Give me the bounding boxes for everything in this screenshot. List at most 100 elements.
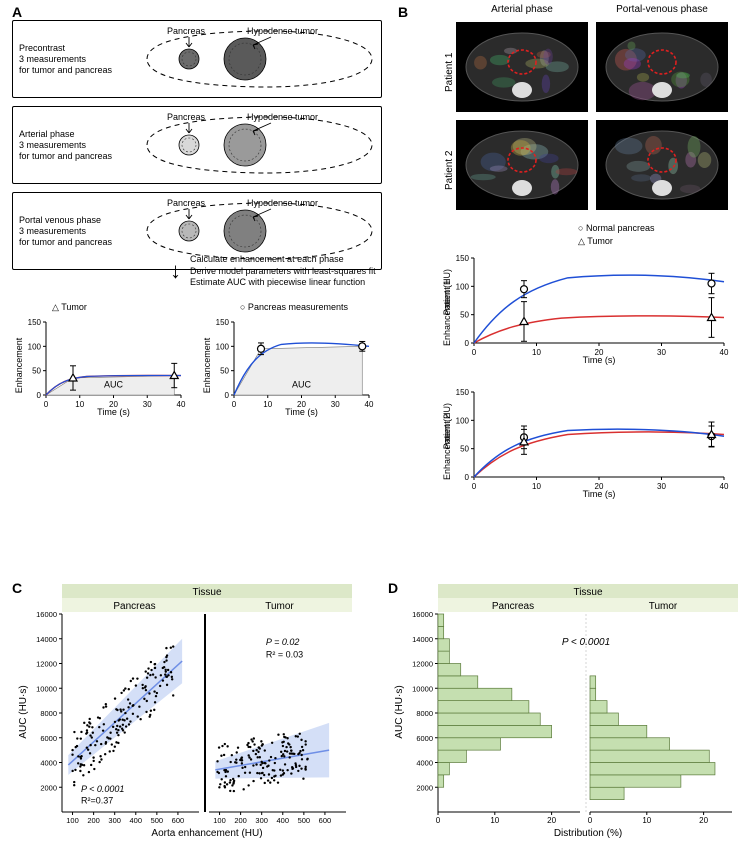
svg-text:150: 150 <box>216 318 230 327</box>
ct-image-p1-arterial <box>456 22 588 112</box>
svg-text:10: 10 <box>532 348 541 357</box>
svg-text:200: 200 <box>87 816 100 825</box>
svg-text:0: 0 <box>465 339 470 348</box>
svg-text:100: 100 <box>456 416 470 425</box>
svg-text:500: 500 <box>298 816 311 825</box>
calc-text: Calculate enhancement at each phase Deri… <box>190 254 376 289</box>
svg-text:0: 0 <box>472 482 477 491</box>
svg-text:Aorta enhancement (HU): Aorta enhancement (HU) <box>151 828 262 839</box>
svg-text:0: 0 <box>225 391 230 400</box>
svg-text:Pancreas: Pancreas <box>492 601 534 612</box>
svg-text:12000: 12000 <box>36 660 57 669</box>
svg-text:600: 600 <box>319 816 332 825</box>
svg-text:10: 10 <box>642 816 651 825</box>
svg-text:Enhancement: Enhancement <box>14 337 24 393</box>
svg-text:100: 100 <box>66 816 79 825</box>
svg-text:10: 10 <box>75 400 84 409</box>
svg-text:AUC (HU·s): AUC (HU·s) <box>18 685 29 738</box>
svg-text:100: 100 <box>28 342 42 351</box>
svg-text:100: 100 <box>213 816 226 825</box>
phase-text-2: Portal venous phase3 measurementsfor tum… <box>19 215 112 247</box>
svg-text:40: 40 <box>720 482 729 491</box>
svg-text:10: 10 <box>490 816 499 825</box>
pt-label-1: Patient 1 <box>444 53 455 92</box>
svg-text:AUC: AUC <box>292 380 312 390</box>
pancreas-legend: ○ Pancreas measurements <box>240 302 348 312</box>
svg-text:Enhancement: Enhancement <box>202 337 212 393</box>
svg-text:10000: 10000 <box>36 684 57 693</box>
svg-text:100: 100 <box>216 342 230 351</box>
svg-text:Time (s): Time (s) <box>285 407 318 417</box>
svg-text:150: 150 <box>456 388 470 397</box>
svg-text:6000: 6000 <box>416 734 433 743</box>
ct-col2-header: Portal-venous phase <box>596 4 728 15</box>
svg-text:30: 30 <box>143 400 152 409</box>
svg-text:0: 0 <box>472 348 477 357</box>
svg-text:P = 0.02: P = 0.02 <box>266 637 299 647</box>
svg-text:10: 10 <box>532 482 541 491</box>
svg-text:Hypodense tumor: Hypodense tumor <box>247 26 318 36</box>
ct-image-p2-arterial <box>456 120 588 210</box>
svg-text:40: 40 <box>365 400 374 409</box>
svg-text:0: 0 <box>37 391 42 400</box>
svg-text:Tissue: Tissue <box>192 587 222 598</box>
svg-text:Pancreas: Pancreas <box>167 112 206 122</box>
svg-text:300: 300 <box>255 816 268 825</box>
svg-text:20: 20 <box>699 816 708 825</box>
svg-text:10000: 10000 <box>412 684 433 693</box>
panel-a-mini-right: ○ Pancreas measurements01020304005010015… <box>200 302 375 417</box>
svg-text:40: 40 <box>720 348 729 357</box>
svg-text:50: 50 <box>460 311 469 320</box>
panel-d: TissuePancreasTumor200040006000800010000… <box>388 584 746 844</box>
svg-text:8000: 8000 <box>40 709 57 718</box>
svg-text:6000: 6000 <box>40 734 57 743</box>
calc-line1: Calculate enhancement at each phase <box>190 254 344 264</box>
svg-text:2000: 2000 <box>40 783 57 792</box>
svg-text:Time (s): Time (s) <box>583 355 616 365</box>
calc-line2: Derive model parameters with least-squar… <box>190 266 376 276</box>
svg-text:Tumor: Tumor <box>265 601 294 612</box>
svg-text:Time (s): Time (s) <box>583 489 616 499</box>
calc-line3: Estimate AUC with piecewise linear funct… <box>190 277 365 287</box>
svg-text:Hypodense tumor: Hypodense tumor <box>247 112 318 122</box>
svg-text:150: 150 <box>456 254 470 263</box>
svg-text:16000: 16000 <box>36 610 57 619</box>
svg-text:Tumor: Tumor <box>649 601 678 612</box>
svg-text:2000: 2000 <box>416 783 433 792</box>
svg-text:200: 200 <box>234 816 247 825</box>
svg-text:30: 30 <box>657 482 666 491</box>
svg-text:500: 500 <box>151 816 164 825</box>
svg-text:400: 400 <box>130 816 143 825</box>
panel-b-label: B <box>398 4 408 20</box>
svg-text:Pancreas: Pancreas <box>113 601 155 612</box>
svg-text:Enhancement (HU): Enhancement (HU) <box>442 269 452 346</box>
ct-image-p1-portal <box>596 22 728 112</box>
svg-text:20: 20 <box>547 816 556 825</box>
svg-text:50: 50 <box>460 445 469 454</box>
svg-text:400: 400 <box>277 816 290 825</box>
svg-text:0: 0 <box>436 816 441 825</box>
panel-b-chart-2: 010203040050100150Time (s)Patient 2Enhan… <box>440 384 730 499</box>
svg-text:300: 300 <box>108 816 121 825</box>
svg-text:Enhancement (HU): Enhancement (HU) <box>442 403 452 480</box>
panel-a: Precontrast3 measurementsfor tumor and p… <box>12 6 382 278</box>
svg-text:12000: 12000 <box>412 660 433 669</box>
svg-text:Distribution (%): Distribution (%) <box>554 828 622 839</box>
phase-box-0: Precontrast3 measurementsfor tumor and p… <box>12 20 382 98</box>
phase-text-0: Precontrast3 measurementsfor tumor and p… <box>19 43 112 75</box>
phase-text-1: Arterial phase3 measurementsfor tumor an… <box>19 129 112 161</box>
svg-text:AUC: AUC <box>104 380 124 390</box>
panel-a-mini-left: △ Tumor010203040050100150Time (s)Enhance… <box>12 302 187 417</box>
svg-text:40: 40 <box>177 400 186 409</box>
pt-label-2: Patient 2 <box>444 151 455 190</box>
svg-text:30: 30 <box>657 348 666 357</box>
svg-text:50: 50 <box>220 367 229 376</box>
panel-b-legend: ○ Normal pancreas△ Tumor <box>578 222 654 247</box>
tumor-legend: △ Tumor <box>52 302 87 313</box>
svg-text:Pancreas: Pancreas <box>167 198 206 208</box>
svg-text:Time (s): Time (s) <box>97 407 130 417</box>
svg-text:100: 100 <box>456 282 470 291</box>
svg-text:0: 0 <box>44 400 49 409</box>
svg-text:P < 0.0001: P < 0.0001 <box>81 784 124 794</box>
svg-text:150: 150 <box>28 318 42 327</box>
